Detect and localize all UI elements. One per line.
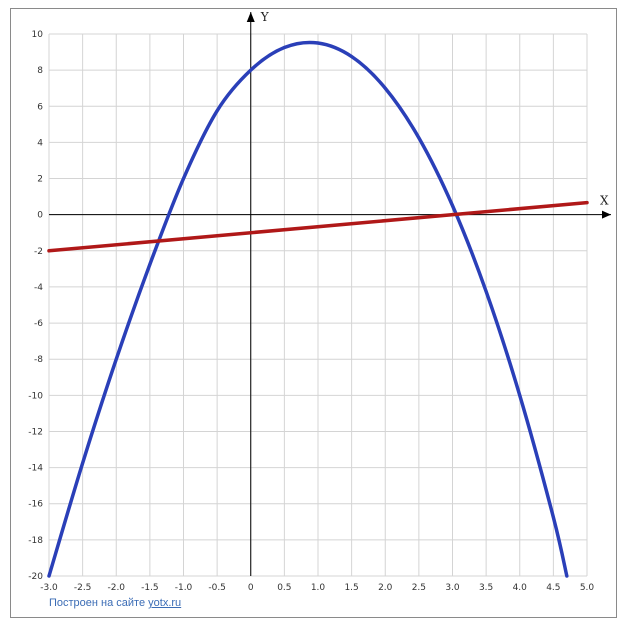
x-tick-label: 3.5 <box>479 583 493 593</box>
y-tick-label: -18 <box>28 536 43 546</box>
x-axis-arrow <box>602 210 611 219</box>
axes <box>49 12 611 576</box>
y-tick-label: 10 <box>32 30 44 40</box>
x-tick-label: 1.5 <box>344 583 358 593</box>
y-tick-label: 0 <box>37 211 43 221</box>
y-axis-label: Y <box>260 10 270 24</box>
x-tick-label: -0.5 <box>208 583 226 593</box>
y-tick-label: 8 <box>37 66 43 76</box>
x-axis-label: X <box>600 194 609 208</box>
y-tick-label: -14 <box>28 464 43 474</box>
y-axis-arrow <box>246 12 255 22</box>
x-tick-label: 3.0 <box>445 583 460 593</box>
y-tick-label: -10 <box>28 391 43 401</box>
y-tick-label: -12 <box>28 427 43 437</box>
x-tick-label: -1.5 <box>141 583 159 593</box>
series-line <box>47 40 569 578</box>
y-tick-label: -2 <box>34 247 43 257</box>
chart-frame <box>10 8 617 618</box>
x-tick-label: 0 <box>248 583 254 593</box>
series-line <box>47 200 589 253</box>
series-lines <box>47 40 589 578</box>
x-tick-label: -3.0 <box>40 583 58 593</box>
x-tick-label: 5.0 <box>580 583 595 593</box>
credit-link[interactable]: yotx.ru <box>148 597 182 609</box>
x-tick-label: -2.5 <box>74 583 92 593</box>
y-tick-label: -4 <box>34 283 43 293</box>
y-tick-label: -16 <box>28 500 43 510</box>
credit-prefix: Построен на сайте <box>49 597 146 609</box>
y-tick-label: 2 <box>37 175 43 185</box>
x-tick-label: 1.0 <box>311 583 326 593</box>
grid <box>48 33 588 577</box>
x-tick-labels: -3.0 -2.5 -2.0 -1.5 -1.0 -0.5 0 0.5 1.0 1.5 2.0 2.5… <box>40 583 594 593</box>
credit-line: Построен на сайте yotx.ru <box>49 597 181 609</box>
x-tick-label: 4.5 <box>546 583 560 593</box>
y-tick-label: 4 <box>37 138 43 148</box>
y-tick-label: 6 <box>37 102 43 112</box>
x-tick-label: 0.5 <box>277 583 291 593</box>
x-tick-label: 4.0 <box>513 583 528 593</box>
y-tick-label: -6 <box>34 319 43 329</box>
x-tick-label: 2.5 <box>412 583 426 593</box>
x-tick-label: -1.0 <box>175 583 193 593</box>
x-tick-label: 2.0 <box>378 583 393 593</box>
x-tick-label: -2.0 <box>107 583 125 593</box>
y-tick-label: -8 <box>34 355 43 365</box>
y-tick-label: -20 <box>28 572 43 582</box>
